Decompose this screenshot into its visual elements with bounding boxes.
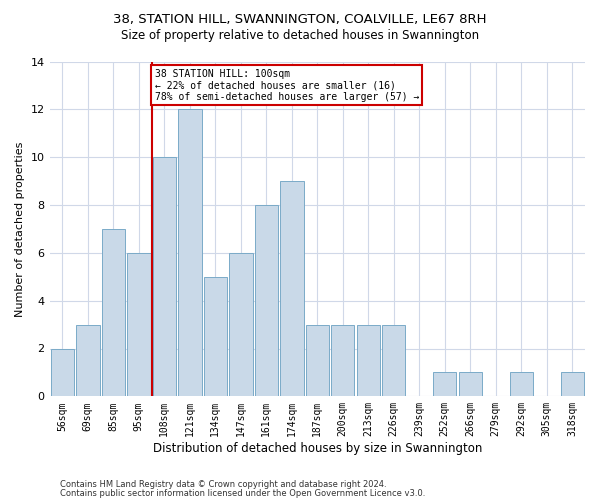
Bar <box>50 348 74 397</box>
Bar <box>203 277 227 396</box>
Bar <box>331 324 355 396</box>
Text: Size of property relative to detached houses in Swannington: Size of property relative to detached ho… <box>121 28 479 42</box>
Text: Contains HM Land Registry data © Crown copyright and database right 2024.: Contains HM Land Registry data © Crown c… <box>60 480 386 489</box>
Bar <box>356 324 380 396</box>
Text: Contains public sector information licensed under the Open Government Licence v3: Contains public sector information licen… <box>60 489 425 498</box>
Bar <box>127 253 151 396</box>
Bar <box>560 372 584 396</box>
Bar <box>152 157 176 396</box>
Bar <box>280 181 304 396</box>
Bar <box>76 324 100 396</box>
X-axis label: Distribution of detached houses by size in Swannington: Distribution of detached houses by size … <box>152 442 482 455</box>
Bar <box>254 205 278 396</box>
Bar <box>229 253 253 396</box>
Bar <box>509 372 533 396</box>
Bar <box>433 372 457 396</box>
Bar <box>101 229 125 396</box>
Bar <box>382 324 406 396</box>
Bar <box>458 372 482 396</box>
Bar <box>305 324 329 396</box>
Bar <box>178 110 202 397</box>
Text: 38, STATION HILL, SWANNINGTON, COALVILLE, LE67 8RH: 38, STATION HILL, SWANNINGTON, COALVILLE… <box>113 12 487 26</box>
Y-axis label: Number of detached properties: Number of detached properties <box>15 141 25 316</box>
Text: 38 STATION HILL: 100sqm
← 22% of detached houses are smaller (16)
78% of semi-de: 38 STATION HILL: 100sqm ← 22% of detache… <box>155 68 419 102</box>
